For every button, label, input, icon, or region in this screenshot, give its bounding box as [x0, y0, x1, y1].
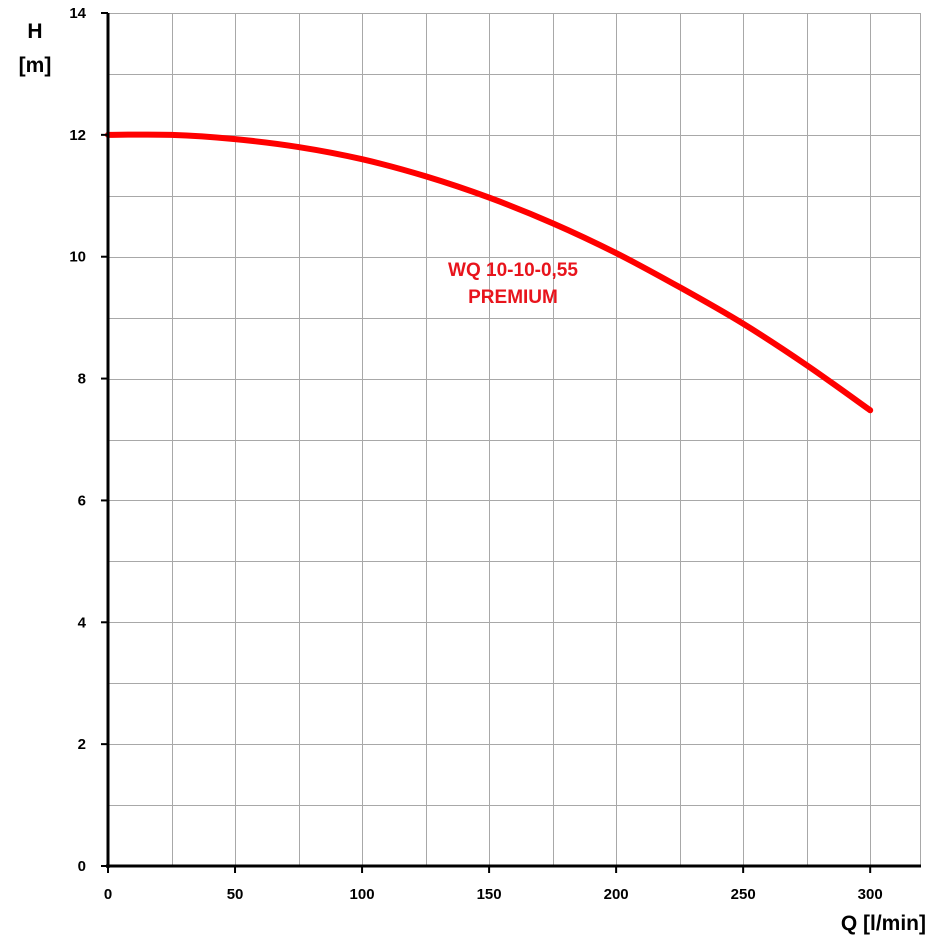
series-annotation-line1: WQ 10-10-0,55: [448, 260, 578, 281]
x-tick-label: 100: [350, 886, 375, 903]
y-tick-label: 2: [78, 736, 86, 753]
y-tick-label: 10: [69, 249, 86, 266]
axes: [101, 12, 921, 873]
curve-layer: [105, 131, 874, 414]
y-axis-title-line1: H: [27, 20, 42, 43]
tick-labels: 0 2 4 6 8 10 12 14 0 50 100 150 200 250 300: [69, 5, 882, 903]
y-tick-label: 12: [69, 127, 86, 144]
series-line: [105, 131, 874, 414]
grid: [108, 13, 921, 866]
x-tick-label: 250: [731, 886, 756, 903]
y-axis-title-line2: [m]: [19, 54, 52, 77]
x-tick-label: 50: [227, 886, 244, 903]
x-tick-label: 150: [477, 886, 502, 903]
y-tick-label: 6: [78, 492, 86, 509]
x-tick-label: 300: [858, 886, 883, 903]
x-tick-label: 200: [604, 886, 629, 903]
y-tick-label: 0: [78, 858, 86, 875]
x-tick-label: 0: [104, 886, 112, 903]
x-axis-title: Q [l/min]: [841, 912, 926, 935]
y-tick-label: 4: [78, 614, 87, 631]
series-annotation-line2: PREMIUM: [468, 287, 558, 308]
y-tick-label: 14: [69, 5, 86, 22]
y-tick-label: 8: [78, 371, 86, 388]
